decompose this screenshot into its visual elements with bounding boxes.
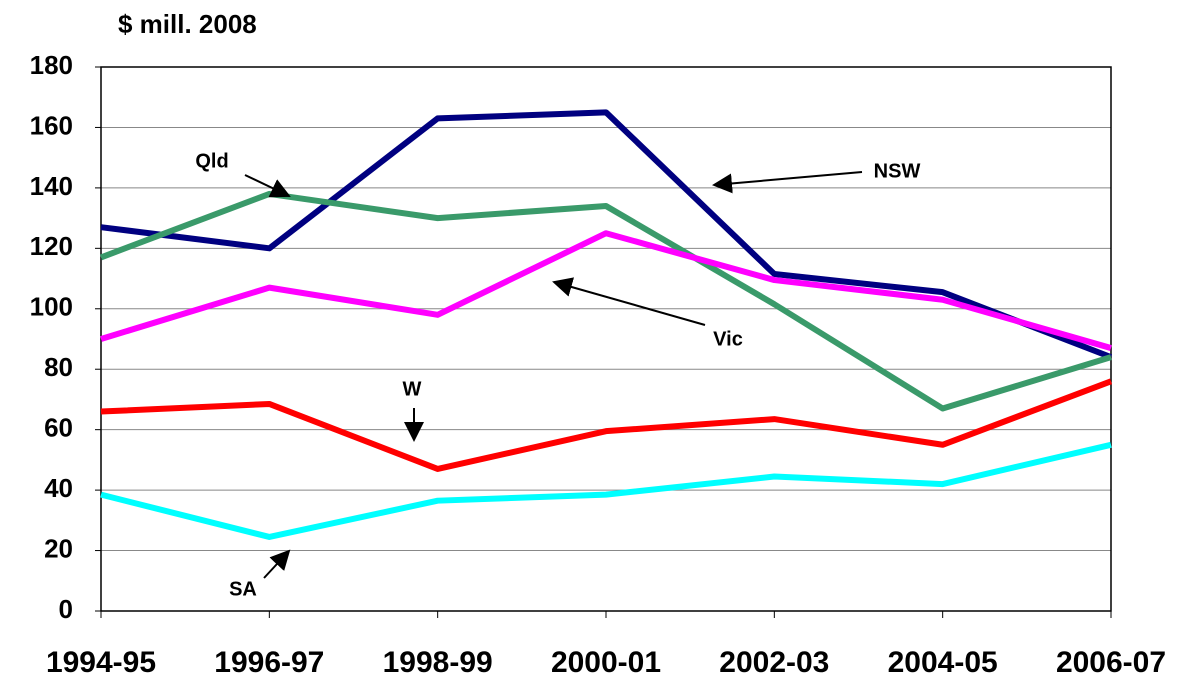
annotation-arrow	[712, 171, 863, 194]
x-tick-label: 2000-01	[551, 646, 661, 679]
series-line	[100, 378, 1113, 472]
annotation: SA	[229, 578, 257, 600]
y-tick-label: 20	[44, 533, 73, 563]
y-axis-label: $ mill. 2008	[118, 9, 257, 39]
x-tick-label: 1996-97	[214, 646, 324, 679]
y-tick-label: 100	[30, 292, 73, 322]
plot-frame	[100, 66, 1112, 612]
x-tick-label: 2006-07	[1056, 646, 1166, 679]
annotation-arrow	[244, 174, 291, 198]
annotation-arrow	[552, 277, 706, 326]
x-tick-label: 2002-03	[719, 646, 829, 679]
y-tick-label: 60	[44, 413, 73, 443]
annotation: NSW	[874, 160, 921, 182]
x-tick-label: 1994-95	[46, 646, 156, 679]
y-tick-label: 40	[44, 473, 73, 503]
annotation-arrow	[263, 549, 291, 579]
y-tick-label: 160	[30, 110, 73, 140]
y-tick-label: 180	[30, 50, 73, 80]
series-line	[100, 109, 1113, 360]
annotation: Qld	[195, 150, 228, 172]
annotation: W	[403, 378, 422, 400]
y-tick-label: 120	[30, 231, 73, 261]
series-line	[100, 441, 1112, 540]
series-line	[100, 230, 1112, 351]
x-tick-label: 2004-05	[888, 646, 998, 679]
y-tick-label: 140	[30, 171, 73, 201]
x-tick-label: 1998-99	[383, 646, 493, 679]
annotation: Vic	[713, 328, 743, 350]
y-tick-label: 0	[59, 594, 73, 624]
y-tick-label: 80	[44, 352, 73, 382]
